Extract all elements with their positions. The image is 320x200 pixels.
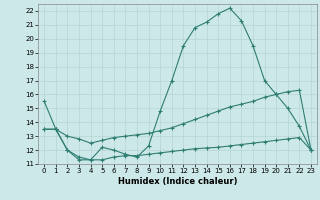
X-axis label: Humidex (Indice chaleur): Humidex (Indice chaleur) <box>118 177 237 186</box>
